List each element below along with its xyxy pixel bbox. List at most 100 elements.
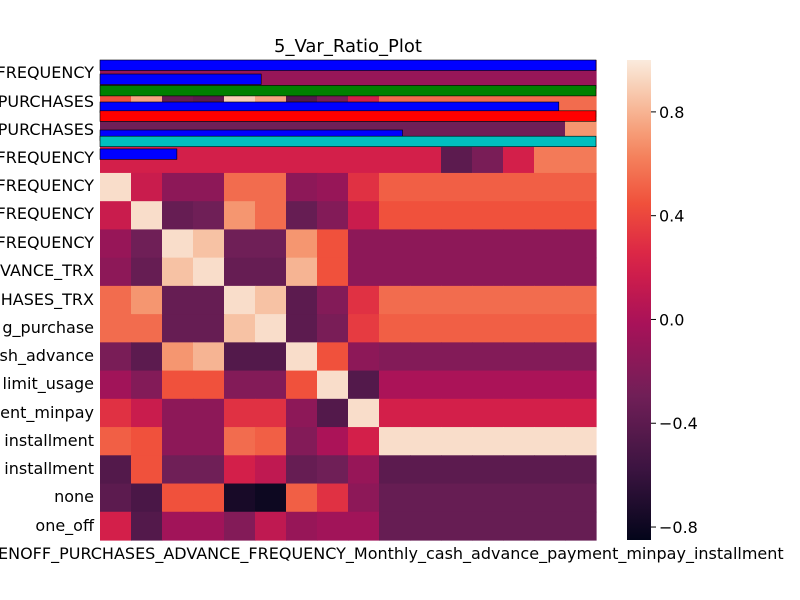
heatmap-cell — [472, 342, 504, 372]
heatmap-cell — [317, 285, 349, 315]
heatmap-cell — [131, 229, 163, 259]
heatmap-cell — [565, 285, 597, 315]
heatmap-cell — [348, 483, 380, 513]
heatmap-cell — [131, 398, 163, 428]
heatmap-cell — [534, 285, 566, 315]
heatmap-cell — [503, 257, 535, 287]
heatmap-cell — [317, 201, 349, 231]
heatmap-cell — [472, 427, 504, 456]
heatmap-cell — [379, 342, 411, 372]
heatmap-cell — [565, 370, 597, 400]
heatmap-cell — [565, 511, 597, 541]
row-label: installment — [4, 459, 94, 478]
heatmap-cell — [348, 427, 380, 456]
heatmap-cell — [503, 398, 535, 428]
heatmap-cell — [565, 257, 597, 287]
heatmap-cell — [162, 229, 194, 259]
heatmap-cell — [131, 370, 163, 400]
overlay-bars — [99, 59, 597, 160]
heatmap-cell — [286, 144, 318, 174]
heatmap-cell — [255, 483, 287, 513]
heatmap-cell — [565, 483, 597, 513]
heatmap-cell — [193, 285, 225, 315]
colorbar-tick-label: 0.0 — [659, 310, 684, 329]
heatmap-cell — [255, 285, 287, 315]
heatmap-cell — [162, 172, 194, 202]
heatmap-cell — [441, 455, 473, 485]
heatmap-cell — [131, 427, 163, 456]
heatmap-cell — [348, 285, 380, 315]
heatmap-cell — [534, 398, 566, 428]
heatmap-cell — [441, 144, 473, 174]
heatmap-cell — [534, 483, 566, 513]
heatmap-cell — [255, 398, 287, 428]
heatmap-cell — [472, 370, 504, 400]
heatmap-cell — [565, 398, 597, 428]
heatmap-cell — [286, 201, 318, 231]
heatmap-cell — [193, 144, 225, 174]
heatmap-cell — [255, 455, 287, 485]
heatmap-cell — [348, 172, 380, 202]
row-label: FREQUENCY — [0, 63, 94, 82]
heatmap-cell — [379, 398, 411, 428]
heatmap-cell — [286, 370, 318, 400]
heatmap-cell — [441, 483, 473, 513]
heatmap-cell — [410, 229, 442, 259]
heatmap-cell — [379, 144, 411, 174]
heatmap-cell — [224, 172, 256, 202]
heatmap-cell — [131, 257, 163, 287]
heatmap-cell — [224, 257, 256, 287]
heatmap-cell — [534, 455, 566, 485]
heatmap-cell — [100, 201, 132, 231]
heatmap-cell — [131, 172, 163, 202]
row-label: FREQUENCY — [0, 148, 94, 167]
heatmap-cell — [100, 455, 132, 485]
heatmap-cell — [348, 144, 380, 174]
heatmap-cell — [162, 201, 194, 231]
heatmap-cell — [224, 455, 256, 485]
heatmap-cell — [534, 229, 566, 259]
heatmap-cell — [503, 483, 535, 513]
heatmap-cell — [162, 455, 194, 485]
heatmap-cell — [317, 511, 349, 541]
heatmap-cell — [410, 427, 442, 456]
heatmap-cell — [193, 342, 225, 372]
heatmap-cell — [503, 314, 535, 343]
heatmap-cell — [441, 342, 473, 372]
overlay-bar — [99, 59, 597, 71]
heatmap-cell — [534, 201, 566, 231]
heatmap-cell — [100, 483, 132, 513]
row-label: HASES_TRX — [1, 290, 94, 310]
heatmap-cell — [534, 144, 566, 174]
x-tick-labels: ENOFF_PURCHASES_ADVANCE_FREQUENCY_Monthl… — [0, 544, 784, 564]
heatmap-cell — [317, 455, 349, 485]
heatmap-cell — [441, 511, 473, 541]
heatmap-cell — [162, 398, 194, 428]
heatmap-cell — [472, 144, 504, 174]
heatmap-cell — [162, 314, 194, 343]
heatmap-cell — [131, 285, 163, 315]
heatmap-cell — [162, 257, 194, 287]
heatmap-cell — [193, 314, 225, 343]
heatmap-cell — [534, 370, 566, 400]
heatmap-cell — [441, 257, 473, 287]
heatmap-cell — [348, 370, 380, 400]
heatmap-cell — [317, 342, 349, 372]
heatmap-cell — [534, 511, 566, 541]
colorbar: −0.8 −0.4 0.0 0.4 0.8 — [627, 60, 698, 540]
heatmap-cell — [534, 257, 566, 287]
heatmap-cell — [565, 427, 597, 456]
heatmap-cell — [162, 285, 194, 315]
heatmap-cell — [565, 172, 597, 202]
heatmap-cell — [441, 314, 473, 343]
heatmap-cell — [441, 285, 473, 315]
heatmap-cell — [317, 257, 349, 287]
heatmap-cell — [100, 257, 132, 287]
heatmap-cell — [162, 483, 194, 513]
heatmap-cell — [286, 172, 318, 202]
heatmap-cell — [472, 201, 504, 231]
row-label: sh_advance — [0, 346, 94, 366]
heatmap-cell — [410, 201, 442, 231]
heatmap-cell — [565, 455, 597, 485]
